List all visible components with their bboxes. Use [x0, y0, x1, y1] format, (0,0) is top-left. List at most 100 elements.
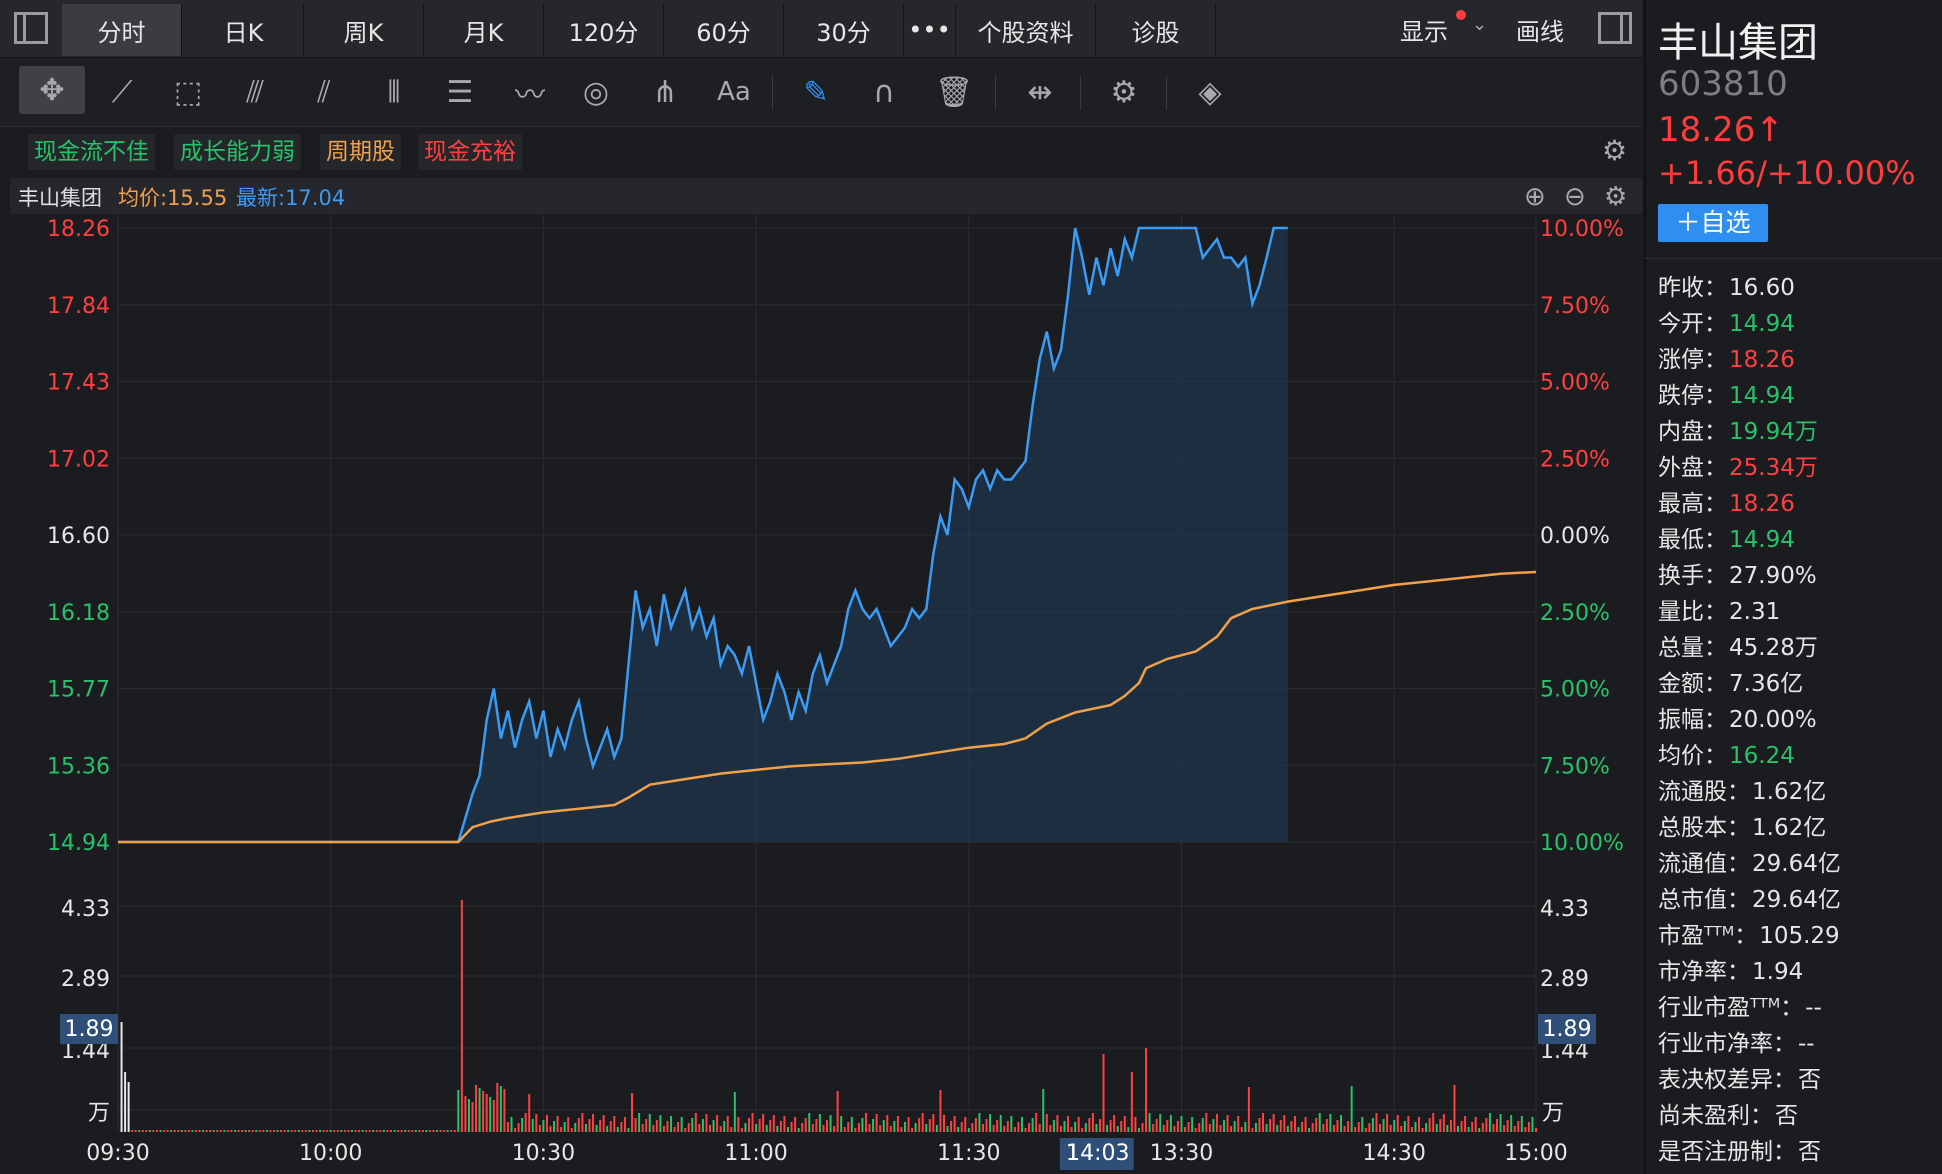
volume-bar [733, 1092, 736, 1132]
panel-price: 18.26↑ [1658, 110, 1784, 150]
fan-icon[interactable]: ⫻ [246, 74, 264, 110]
volume-bar [354, 1130, 357, 1132]
highlighter-icon[interactable]: ✎ [803, 74, 829, 110]
stat-value: 19.94万 [1729, 419, 1818, 445]
tab-5[interactable]: 60分 [664, 4, 784, 56]
volume-bar [556, 1116, 559, 1132]
move-icon[interactable]: ✥ [19, 66, 85, 114]
tab-4[interactable]: 120分 [544, 4, 664, 56]
volume-bar [1180, 1116, 1183, 1132]
tag-2[interactable]: 周期股 [320, 134, 401, 170]
volume-bar [889, 1126, 892, 1132]
volume-bar [219, 1130, 222, 1132]
volume-bar [1226, 1115, 1229, 1132]
volume-bar [503, 1089, 506, 1132]
volume-bar [748, 1118, 751, 1132]
stat-key: 昨收： [1658, 275, 1727, 301]
tab-6[interactable]: 30分 [784, 4, 904, 56]
zoom-out-icon[interactable]: ⊖ [1564, 182, 1586, 212]
stat-row: 流通值：29.64亿 [1658, 844, 1841, 878]
volume-bar [680, 1117, 683, 1132]
volume-bar [861, 1118, 864, 1132]
draw-line-button[interactable]: 画线 [1516, 18, 1564, 46]
volume-bar [684, 1128, 687, 1132]
volume-bar [1230, 1126, 1233, 1132]
trash-icon[interactable]: 🗑 [934, 74, 974, 110]
magnet-icon[interactable]: ∩ [873, 74, 895, 110]
volume-bar [120, 1022, 123, 1132]
tab-1[interactable]: 日K [184, 4, 304, 56]
volume-bar [1176, 1121, 1179, 1132]
volume-bar [436, 1130, 439, 1132]
layers-icon[interactable]: ◈ [1198, 74, 1222, 110]
stat-value: 1.62亿 [1752, 815, 1827, 841]
latest-price-label: 最新:17.04 [236, 186, 346, 210]
vertical-lines-icon[interactable]: ⦀ [387, 74, 401, 110]
tab-3[interactable]: 月K [424, 4, 544, 56]
volume-bar [1343, 1126, 1346, 1132]
x-cursor-badge [1059, 1138, 1134, 1170]
volume-bar [1077, 1117, 1080, 1132]
volume-bar [737, 1117, 740, 1132]
show-menu[interactable]: 显示 [1400, 18, 1448, 46]
volume-bar [694, 1113, 697, 1132]
chevron-down-icon[interactable]: ⌄ [1472, 14, 1488, 35]
tab-9[interactable]: 诊股 [1096, 4, 1216, 56]
tag-0[interactable]: 现金流不佳 [28, 134, 155, 170]
volume-bar [992, 1125, 995, 1132]
volume-bar [1127, 1127, 1130, 1132]
cycle-icon[interactable]: ◎ [582, 74, 610, 110]
volume-bar [226, 1130, 229, 1132]
volume-bar [914, 1123, 917, 1132]
volume-bar [1446, 1125, 1449, 1132]
trend-line-icon[interactable]: ⟋ [111, 74, 133, 110]
volume-bar [283, 1130, 286, 1132]
volume-bar [818, 1114, 821, 1132]
volume-bar [1159, 1114, 1162, 1132]
text-icon[interactable]: Aa [717, 77, 751, 107]
volume-bar [269, 1130, 272, 1132]
stat-value: 1.94 [1752, 959, 1804, 985]
parallel-icon[interactable]: ⫽ [317, 74, 331, 110]
sidebar-toggle-icon[interactable] [14, 12, 48, 44]
volume-bar [783, 1116, 786, 1132]
volume-bar [957, 1127, 960, 1132]
tab-8[interactable]: 个股资料 [956, 4, 1096, 56]
tab-2[interactable]: 周K [304, 4, 424, 56]
measure-icon[interactable]: ⇹ [1027, 74, 1053, 110]
volume-bar [517, 1123, 520, 1132]
tag-1[interactable]: 成长能力弱 [174, 134, 301, 170]
volume-bar [1414, 1122, 1417, 1132]
intraday-chart[interactable]: 18.26 10.00%17.84 7.50%17.43 5.00%17.02 2.50… [0, 214, 1642, 1174]
stat-value: 25.34万 [1729, 455, 1818, 481]
volume-bar [127, 1082, 130, 1132]
x-tick-label: 10:00 [299, 1141, 362, 1166]
settings-icon[interactable]: ⚙ [1110, 74, 1138, 110]
price-tick-label: 17.84 [47, 294, 110, 319]
chart-settings-icon[interactable]: ⚙ [1604, 182, 1628, 212]
rect-icon[interactable]: ⬚ [173, 74, 203, 110]
volume-bar [762, 1114, 765, 1132]
pct-tick-label: 0.00% [1540, 524, 1610, 549]
zoom-in-icon[interactable]: ⊕ [1524, 182, 1546, 212]
volume-bar [244, 1130, 247, 1132]
volume-bar [1467, 1127, 1470, 1132]
tab-0[interactable]: 分时 [62, 4, 182, 56]
add-watchlist-button[interactable]: ＋自选 [1658, 204, 1768, 242]
panel-toggle-icon[interactable] [1598, 12, 1632, 44]
volume-bar [641, 1124, 644, 1132]
volume-bar [212, 1130, 215, 1132]
volume-bar [1293, 1116, 1296, 1132]
fib-icon[interactable]: ☰ [446, 74, 474, 110]
tag-3[interactable]: 现金充裕 [418, 134, 522, 170]
volume-bar [315, 1130, 318, 1132]
polyline-icon[interactable]: 〰 [515, 78, 545, 113]
tab-7[interactable]: ••• [904, 4, 956, 56]
volume-bar [616, 1127, 619, 1132]
pitchfork-icon[interactable]: ⋔ [652, 74, 678, 110]
tag-settings-icon[interactable]: ⚙ [1602, 134, 1628, 167]
volume-bar [1453, 1085, 1456, 1132]
volume-bar [393, 1130, 396, 1132]
stat-key: 市净率： [1658, 959, 1750, 985]
volume-bar [595, 1125, 598, 1132]
